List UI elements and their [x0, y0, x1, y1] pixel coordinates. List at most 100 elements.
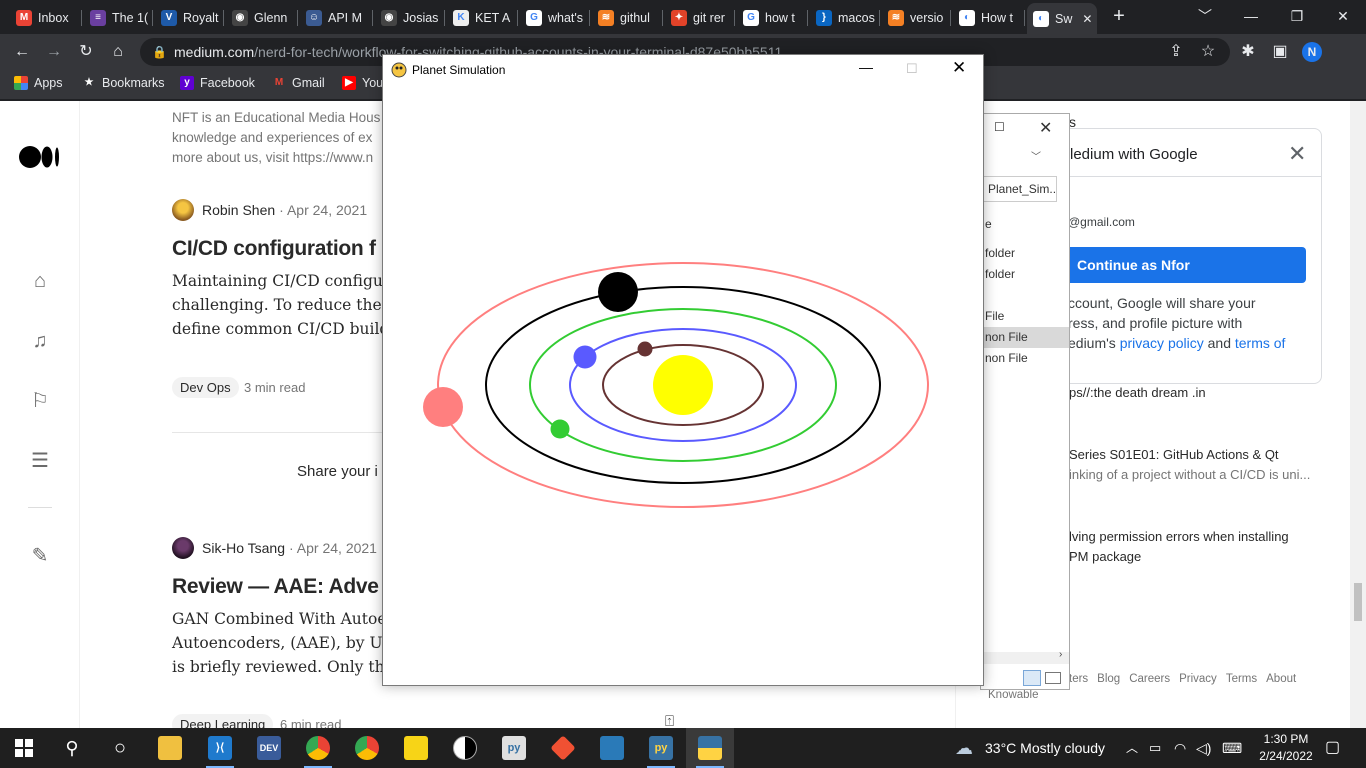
browser-tab[interactable]: V Royalt	[155, 6, 221, 30]
footer-link[interactable]: Careers	[1129, 673, 1170, 685]
search-path-field[interactable]: Planet_Sim...	[981, 176, 1057, 202]
sidebar-link[interactable]: Series S01E01: GitHub Actions & Qt	[1069, 447, 1279, 462]
footer-link[interactable]: ters	[1069, 673, 1088, 685]
continue-button[interactable]: Continue as Nfor	[1058, 247, 1306, 283]
bookmark-star-icon[interactable]: ☆	[1198, 42, 1218, 62]
minimize-icon[interactable]: —	[859, 59, 873, 75]
bookmark-item[interactable]: M Gmail	[272, 76, 325, 90]
back-icon[interactable]: ←	[12, 42, 32, 62]
volume-icon[interactable]: ◁)	[1196, 728, 1211, 768]
keyboard-icon[interactable]: ⌨	[1222, 728, 1242, 768]
bookmark-item[interactable]: ▶ You	[342, 76, 383, 90]
weather-text[interactable]: 33°C Mostly cloudy	[985, 728, 1105, 768]
taskbar-yinyang[interactable]	[441, 728, 489, 768]
tab-search-icon[interactable]: ﹀	[1182, 4, 1228, 28]
restore-icon[interactable]: ❐	[1274, 4, 1320, 28]
footer-link[interactable]: Knowable	[988, 689, 1039, 701]
taskbar-app[interactable]	[588, 728, 636, 768]
post-tag[interactable]: Deep Learning	[172, 714, 273, 728]
explorer-item[interactable]: e	[985, 217, 992, 231]
chevron-up-icon[interactable]: ︿	[1126, 728, 1138, 768]
browser-tab[interactable]: ☺ API M	[300, 6, 370, 30]
browser-tab[interactable]: ◐ Sw ✕	[1027, 3, 1097, 34]
explorer-item[interactable]: File	[985, 309, 1004, 323]
minimize-icon[interactable]: —	[1228, 4, 1274, 28]
close-icon[interactable]: ✕	[1320, 4, 1366, 28]
details-view-icon[interactable]	[1023, 670, 1041, 686]
extensions-icon[interactable]: ✱	[1238, 42, 1258, 62]
new-tab-button[interactable]: +	[1096, 4, 1142, 28]
chevron-down-icon[interactable]: ﹀	[1031, 148, 1041, 163]
forward-icon[interactable]: →	[44, 42, 64, 62]
battery-icon[interactable]: ▭	[1149, 728, 1161, 768]
footer-link[interactable]: Privacy	[1179, 673, 1217, 685]
side-panel-icon[interactable]: ▣	[1270, 42, 1290, 62]
horizontal-scrollbar[interactable]: ›	[981, 652, 1069, 664]
window-titlebar[interactable]: Planet Simulation — ☐ ✕	[383, 55, 983, 85]
terms-link[interactable]: terms of	[1235, 335, 1286, 351]
home-rail-icon[interactable]: ⌂	[28, 269, 52, 293]
footer-link[interactable]: Blog	[1097, 673, 1120, 685]
simulation-canvas[interactable]	[383, 85, 983, 685]
post-excerpt[interactable]: GAN Combined With Autoence Autoencoders,…	[172, 607, 415, 679]
profile-avatar[interactable]: N	[1302, 42, 1322, 62]
sidebar-link[interactable]: PM package	[1069, 549, 1141, 564]
browser-tab[interactable]: } macos	[810, 6, 876, 30]
bookmark-item[interactable]: y Facebook	[180, 76, 255, 90]
medium-logo-icon[interactable]	[19, 145, 61, 169]
browser-tab[interactable]: ≋ githul	[592, 6, 658, 30]
maximize-icon[interactable]: ☐	[994, 120, 1005, 134]
post-title[interactable]: Review — AAE: Adve	[172, 575, 379, 599]
author-name[interactable]: Robin Shen	[202, 202, 275, 218]
footer-link[interactable]: About	[1266, 673, 1296, 685]
browser-tab[interactable]: ≋ versio	[882, 6, 948, 30]
task-view-icon[interactable]: ○	[96, 728, 144, 768]
explorer-item[interactable]: non File	[985, 351, 1028, 365]
taskbar-sticky-notes[interactable]	[392, 728, 440, 768]
maximize-icon[interactable]: ☐	[906, 61, 918, 77]
taskbar-python[interactable]: py	[637, 728, 685, 768]
lock-icon[interactable]: 🔒	[152, 38, 167, 66]
post-tag[interactable]: Dev Ops	[172, 377, 239, 398]
post-title[interactable]: CI/CD configuration f	[172, 237, 376, 261]
share-icon[interactable]: ⇪	[1166, 42, 1186, 62]
explorer-item[interactable]: folder	[985, 267, 1015, 281]
taskbar-python-file[interactable]: py	[490, 728, 538, 768]
bookmark-item[interactable]: Apps	[14, 76, 63, 90]
taskbar-git[interactable]	[539, 728, 587, 768]
explorer-item[interactable]: non File	[985, 330, 1028, 344]
bookmark-add-icon[interactable]: ⍐	[665, 713, 674, 728]
taskbar-file-explorer[interactable]	[146, 728, 194, 768]
browser-tab[interactable]: ◉ Glenn	[226, 6, 294, 30]
scrollbar-thumb[interactable]	[1354, 583, 1362, 621]
sidebar-link[interactable]: lving permission errors when installing	[1069, 529, 1289, 544]
close-icon[interactable]: ✕	[1039, 118, 1052, 138]
browser-tab[interactable]: ≡ The 1(	[84, 6, 150, 30]
clock[interactable]: 1:30 PM 2/24/2022	[1254, 731, 1318, 765]
reading-list-icon[interactable]: ⚐	[28, 389, 52, 413]
share-prompt[interactable]: Share your i	[297, 463, 378, 480]
stories-icon[interactable]: ☰	[28, 449, 52, 473]
write-icon[interactable]: ✎	[28, 544, 52, 568]
notification-icon[interactable]: ▢	[1325, 728, 1340, 768]
browser-tab[interactable]: M Inbox	[10, 6, 78, 30]
explorer-item[interactable]: folder	[985, 246, 1015, 260]
search-icon[interactable]: ⚲	[48, 728, 96, 768]
close-icon[interactable]: ✕	[952, 58, 966, 78]
reload-icon[interactable]: ↻	[76, 42, 96, 62]
scroll-right-icon[interactable]: ›	[1059, 649, 1062, 660]
close-tab-icon[interactable]: ✕	[1082, 12, 1092, 26]
sidebar-link[interactable]: ps//:the death dream .in	[1069, 385, 1206, 400]
taskbar-vscode[interactable]: ⟩⟨	[196, 728, 244, 768]
author-avatar[interactable]	[172, 199, 194, 221]
privacy-policy-link[interactable]: privacy policy	[1120, 335, 1204, 351]
post-excerpt[interactable]: Maintaining CI/CD configurat challenging…	[172, 269, 414, 341]
author-avatar[interactable]	[172, 537, 194, 559]
close-icon[interactable]: ✕	[1288, 141, 1306, 167]
bookmark-item[interactable]: ★ Bookmarks	[82, 76, 165, 90]
large-icons-view-icon[interactable]	[1045, 672, 1061, 684]
footer-link[interactable]: Terms	[1226, 673, 1257, 685]
page-scrollbar[interactable]	[1350, 101, 1366, 728]
